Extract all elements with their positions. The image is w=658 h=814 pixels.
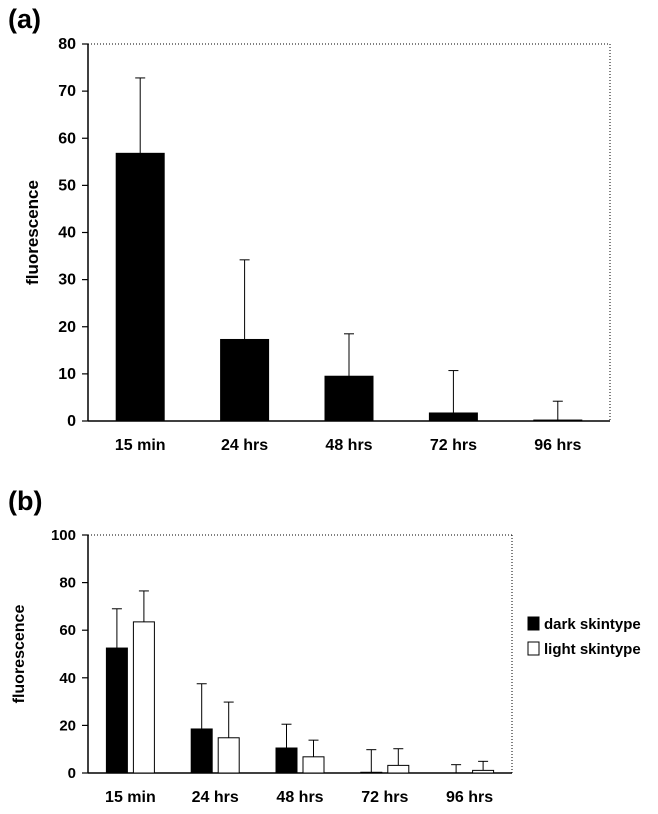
y-tick-label: 60 — [58, 130, 76, 147]
y-tick-label: 30 — [58, 272, 76, 289]
bar — [472, 769, 495, 774]
y-tick-label: 40 — [59, 670, 76, 687]
y-tick-label: 60 — [59, 622, 76, 639]
bar — [132, 621, 155, 774]
x-tick-label: 15 min — [105, 789, 156, 806]
panel-a-label: (a) — [8, 4, 41, 34]
y-tick-label: 0 — [68, 765, 76, 782]
x-tick-label: 48 hrs — [276, 789, 323, 806]
legend-swatch — [527, 616, 540, 631]
bar — [220, 338, 270, 422]
bar — [190, 728, 213, 774]
bar — [428, 412, 478, 422]
panel-a-chart: 0 10 20 30 40 50 60 70 80 fluorescence 15 min 24 hr… — [23, 36, 611, 454]
y-axis-title: fluorescence — [23, 180, 42, 285]
panel-b-chart: 0 20 40 60 80 100 fluorescence 15 min 24 hrs 48 h… — [11, 527, 641, 806]
bar — [360, 771, 383, 774]
y-tick-label: 20 — [59, 717, 76, 734]
x-tick-label: 48 hrs — [325, 437, 372, 454]
x-tick-label: 96 hrs — [534, 437, 581, 454]
x-tick-label: 96 hrs — [446, 789, 493, 806]
y-tick-label: 100 — [51, 527, 76, 544]
y-tick-label: 80 — [58, 36, 76, 53]
y-tick-label: 80 — [59, 575, 76, 592]
x-tick-label: 24 hrs — [221, 437, 268, 454]
y-axis-title: fluorescence — [11, 605, 28, 704]
bar — [302, 756, 325, 774]
y-tick-label: 50 — [58, 177, 76, 194]
y-tick-label: 20 — [58, 319, 76, 336]
y-tick-label: 10 — [58, 366, 76, 383]
bar — [275, 747, 298, 774]
x-tick-label: 24 hrs — [192, 789, 239, 806]
panel-b-label: (b) — [8, 486, 43, 516]
bar — [105, 647, 128, 774]
y-tick-label: 70 — [58, 83, 76, 100]
x-tick-label: 72 hrs — [361, 789, 408, 806]
bar — [387, 764, 410, 774]
bar — [217, 737, 240, 774]
bar — [324, 375, 374, 422]
legend-label: light skintype — [544, 641, 641, 658]
x-tick-label: 15 min — [115, 437, 166, 454]
bar — [115, 152, 165, 422]
y-tick-label: 40 — [58, 225, 76, 242]
bar — [533, 419, 583, 422]
legend-label: dark skintype — [544, 616, 641, 633]
y-tick-label: 0 — [67, 413, 76, 430]
x-tick-label: 72 hrs — [430, 437, 477, 454]
legend-swatch — [527, 641, 540, 656]
